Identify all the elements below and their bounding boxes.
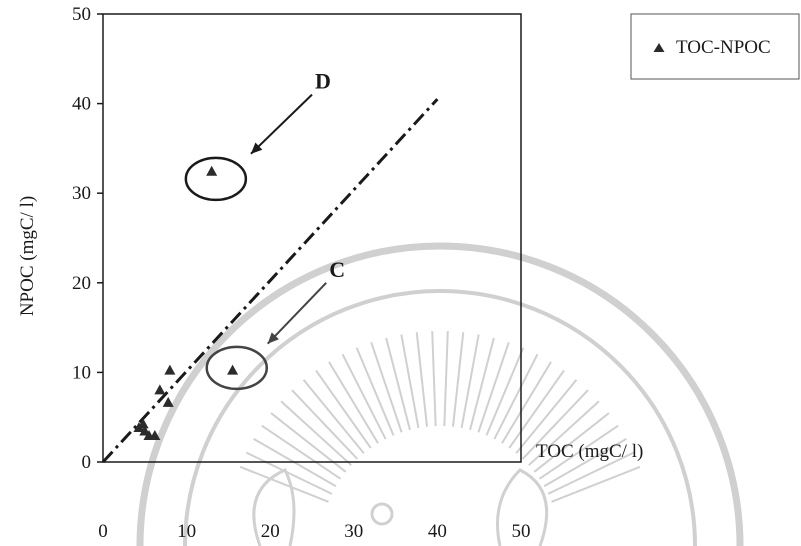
watermark-ray [443,331,449,427]
plot-frame [102,13,522,463]
watermark-ray [328,361,379,444]
data-point-triangle [164,364,176,375]
watermark-ray [501,361,552,444]
plot-border [102,13,522,463]
x-tick-label: 20 [261,521,280,542]
watermark-ray [469,337,495,431]
watermark-outer-arc [136,242,744,546]
watermark-ray [543,437,627,488]
y-tick-label: 30 [72,183,91,204]
watermark-ray [538,424,619,480]
legend-label: TOC-NPOC [676,37,771,58]
x-axis-ticks: 0 10 20 30 40 50 [98,521,530,542]
annotation-label: C [329,257,345,282]
data-point-triangle [206,165,218,176]
watermark-ray [547,451,635,495]
watermark-ray [400,334,420,429]
annotation-arrowhead-icon [267,332,279,344]
y-axis-ticks: 0 10 20 30 40 50 [72,4,103,473]
annotation-arrowhead-icon [250,142,263,154]
watermark-ray [280,400,352,466]
watermark-ray [270,412,347,473]
y-tick-label: 20 [72,273,91,294]
watermark-ray [431,331,437,427]
watermark-ray [355,347,395,436]
watermark-ray [515,379,578,454]
y-tick-label: 0 [82,452,92,473]
x-tick-label: 10 [177,521,196,542]
trendline [101,98,439,464]
data-points-group [133,165,239,441]
watermark-ray [533,412,610,473]
y-tick-label: 40 [72,94,91,115]
watermark-seal [136,242,744,546]
y-tick-label: 10 [72,362,91,383]
x-tick-label: 50 [512,521,531,542]
watermark-inner-arc [183,289,697,546]
watermark-emblem-circle [370,502,394,526]
watermark-ray [245,451,333,495]
annotation-circle [205,345,269,391]
watermark-ray [341,353,387,440]
watermark-ray [508,369,565,449]
watermark-ray [460,334,480,429]
legend: TOC-NPOC [630,13,800,80]
watermark-ray [370,341,403,433]
watermark-ray [528,400,600,466]
annotation-label: D [315,69,331,94]
watermark-ray [551,465,641,503]
data-point-triangle [162,396,174,407]
watermark-ray [385,337,411,431]
watermark-ray [452,332,465,427]
watermark-ray [302,379,365,454]
annotations-group: DC [184,69,345,391]
data-point-triangle [137,418,149,429]
x-tick-label: 40 [428,521,447,542]
watermark-ray [261,424,342,480]
x-axis-title: TOC (mgC/ l) [536,441,643,462]
data-point-triangle [154,384,166,395]
data-point-triangle [149,430,161,441]
watermark-ray [315,369,372,449]
annotation-arrow-line [266,282,327,345]
watermark-ray [521,389,589,460]
watermark-ornament-left [252,468,296,546]
watermark-ray [239,465,329,503]
watermark-ornament-right [496,468,549,546]
watermark-ray [291,389,359,460]
watermark-ray [477,341,510,433]
annotation-arrow-line [250,93,313,155]
watermark-ray [485,347,525,436]
x-tick-label: 30 [344,521,363,542]
legend-marker-triangle-icon [653,43,665,52]
y-axis-title: NPOC (mgC/ l) [17,196,38,316]
watermark-ray [493,353,539,440]
y-tick-label: 50 [72,4,91,25]
trendline-group [101,98,439,464]
x-tick-label: 0 [98,521,108,542]
watermark-ray [415,332,428,427]
data-point-triangle [227,364,239,375]
annotation-circle [184,156,248,202]
